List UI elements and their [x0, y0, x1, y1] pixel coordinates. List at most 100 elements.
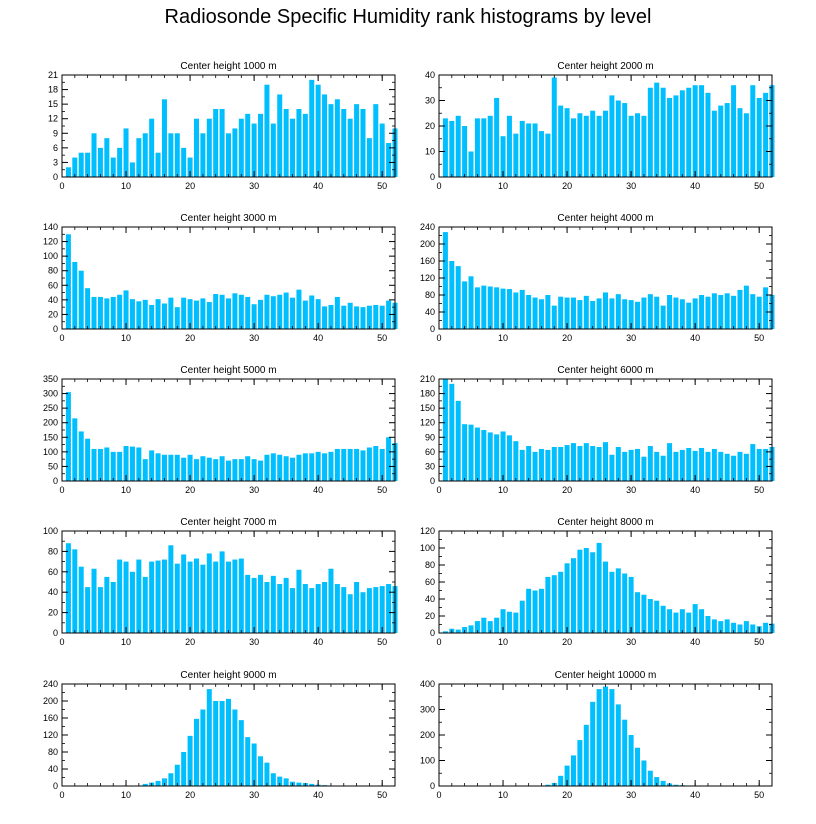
panel-1-bar — [238, 118, 244, 177]
panel-8-bar — [519, 600, 525, 633]
panel-8-bar — [538, 588, 544, 633]
panel-2-bar — [737, 108, 743, 177]
panel-9-y-tick-label: 160 — [43, 713, 58, 723]
panel-2-bar — [705, 92, 711, 177]
panel-1-bar — [206, 118, 212, 177]
panel-3-x-tick-label: 10 — [121, 333, 131, 343]
panel-6-bar — [686, 447, 692, 481]
panel-5-bar — [251, 459, 257, 481]
panel-2-bar — [468, 151, 474, 177]
panel-1-bar — [91, 133, 97, 177]
panel-6-bar — [647, 446, 653, 481]
panel-4-y-tick-label: 240 — [420, 222, 435, 232]
panel-1-bar — [347, 118, 353, 177]
panel-5-bar — [85, 438, 91, 481]
panel-4-title: Center height 4000 m — [557, 213, 653, 224]
panel-7-bar — [142, 576, 148, 633]
panel-6-y-tick-label: 210 — [420, 374, 435, 384]
panel-9-bar — [270, 773, 276, 786]
panel-6-bar — [699, 447, 705, 481]
figure-title: Radiosonde Specific Humidity rank histog… — [164, 6, 652, 28]
panel-4-bar — [743, 285, 749, 329]
panel-8-bar — [647, 599, 653, 633]
panel-5-bar — [149, 450, 155, 481]
panel-9-bar — [232, 709, 238, 786]
panel-10-y-tick-label: 300 — [420, 705, 435, 715]
panel-2-bar — [731, 85, 737, 177]
panel-7-x-tick-label: 20 — [185, 637, 195, 647]
panel-8-bar — [558, 571, 564, 633]
panel-1-x-tick-label: 50 — [377, 181, 387, 191]
panel-7-bar — [181, 554, 187, 633]
panel-8-bar — [564, 563, 570, 633]
panel-1-x-tick-label: 30 — [249, 181, 259, 191]
panel-2-bar — [673, 95, 679, 177]
panel-2-bar — [622, 103, 628, 177]
panel-5-bar — [270, 453, 276, 481]
panel-2-bar — [570, 118, 576, 177]
panel-3-y-tick-label: 80 — [48, 266, 58, 276]
panel-5-x-tick-label: 40 — [313, 485, 323, 495]
panel-4-bar — [526, 295, 532, 329]
panel-2-bar — [545, 133, 551, 177]
panel-10-y-tick-label: 200 — [420, 730, 435, 740]
panel-6-y-tick-label: 60 — [425, 447, 435, 457]
panel-1-bar — [354, 104, 360, 177]
panel-2-bar — [462, 126, 468, 177]
panel-5-bar — [354, 448, 360, 481]
panel-3-bar — [334, 296, 340, 329]
panel-4-bar — [462, 281, 468, 329]
panel-6-bar — [481, 430, 487, 481]
panel-7-bar — [366, 588, 372, 633]
panel-6-bar — [763, 448, 769, 481]
panel-5-bar — [181, 457, 187, 481]
panel-6-bar — [538, 448, 544, 481]
panel-2-x-tick-label: 50 — [754, 181, 764, 191]
panel-1-bar — [104, 138, 110, 177]
panel-3-x-tick-label: 50 — [377, 333, 387, 343]
panel-2-bar — [686, 87, 692, 177]
panel-1-y-tick-label: 15 — [48, 99, 58, 109]
panel-3-y-tick-label: 20 — [48, 309, 58, 319]
panel-8-bar — [577, 549, 583, 633]
panel-1-y-tick-label: 6 — [53, 143, 58, 153]
panel-2-bar — [718, 105, 724, 177]
panel-3-bar — [379, 305, 385, 329]
panel-7-bar — [296, 569, 302, 633]
panel-7-bar — [232, 559, 238, 633]
panel-1-bar — [251, 123, 257, 177]
panel-9-bar — [219, 701, 225, 786]
panel-9-y-tick-label: 0 — [53, 781, 58, 791]
panel-2-bar — [603, 110, 608, 177]
panel-7-bar — [123, 561, 129, 633]
panel-8-bar — [494, 617, 500, 633]
panel-4-bar — [551, 305, 557, 330]
panel-4-bar — [654, 296, 660, 329]
panel-4-bar — [660, 305, 666, 330]
panel-10-x-tick-label: 10 — [498, 790, 508, 800]
panel-4-bar — [609, 298, 615, 329]
panel-3-bar — [149, 304, 155, 329]
panel-4-bar — [711, 293, 717, 329]
panel-4-x-tick-label: 30 — [626, 333, 636, 343]
panel-5-bar — [226, 460, 231, 481]
panel-7-bar — [91, 568, 97, 633]
panel-8-x-tick-label: 50 — [754, 637, 764, 647]
panel-3-bar — [200, 298, 206, 329]
panel-3-bar — [168, 297, 174, 329]
panel-3-bar — [72, 261, 78, 329]
panel-5-bar — [360, 450, 366, 481]
panel-3-bar — [309, 295, 315, 329]
panel-6-bar — [564, 445, 570, 481]
panel-4-bar — [731, 295, 737, 329]
panel-4-bar — [532, 297, 538, 329]
panel-1-bar — [270, 123, 276, 177]
panel-7-bar — [277, 584, 283, 633]
panel-4-bar — [481, 285, 487, 329]
panel-6-bar — [679, 449, 685, 481]
panel-10-x-tick-label: 30 — [626, 790, 636, 800]
panel-8-bar — [609, 571, 615, 633]
panel-7-bar — [226, 561, 231, 633]
panel-1-y-tick-label: 21 — [48, 70, 58, 80]
